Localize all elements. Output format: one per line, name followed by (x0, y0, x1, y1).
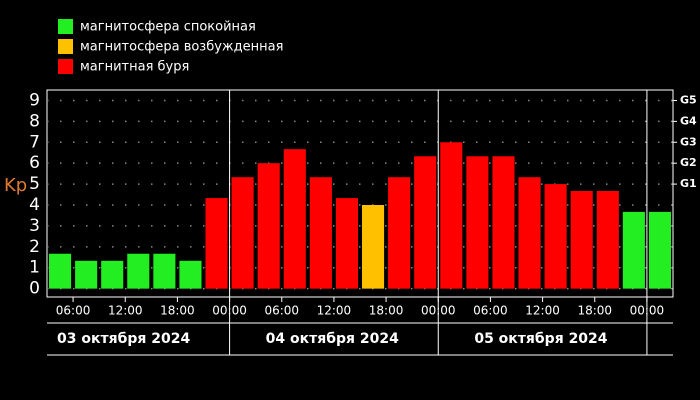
y2-tick-label: G4 (680, 114, 697, 127)
y-tick-label: 2 (29, 237, 40, 257)
y-tick-label: 8 (29, 111, 40, 131)
plot-frame (46, 89, 674, 298)
x-tick-label: 12:00 (525, 304, 560, 318)
bar (388, 177, 411, 289)
x-tick-label: 18:00 (369, 304, 404, 318)
bar (622, 211, 645, 289)
y-tick-label: 7 (29, 132, 40, 152)
y-tick-label: 0 (29, 279, 40, 299)
bar (544, 184, 567, 289)
bar (466, 156, 489, 289)
bar (101, 260, 124, 289)
bar (335, 198, 358, 289)
y-axis-label: Kp (4, 175, 27, 196)
day-label: 03 октября 2024 (57, 331, 190, 347)
bar (440, 142, 463, 289)
bar (257, 163, 280, 289)
x-tick-label: 06:00 (264, 304, 299, 318)
y-tick-label: 3 (29, 216, 40, 236)
bar (570, 190, 593, 289)
bar (283, 149, 306, 289)
bar (492, 156, 515, 289)
y-tick-label: 6 (29, 153, 40, 173)
y-tick-label: 4 (29, 195, 40, 215)
bar (362, 205, 385, 289)
legend-swatch (58, 39, 73, 54)
day-label: 05 октября 2024 (474, 331, 607, 347)
x-tick-label: 12:00 (108, 304, 143, 318)
y-tick-label: 1 (29, 258, 40, 278)
bar (127, 253, 150, 289)
legend-label: магнитная буря (80, 60, 189, 75)
legend-swatch (58, 19, 73, 34)
x-tick-label: 18:00 (160, 304, 195, 318)
bar (153, 253, 176, 289)
bar (231, 177, 254, 289)
bar (75, 260, 98, 289)
day-label: 04 октября 2024 (266, 331, 399, 347)
bar (648, 211, 671, 289)
bar (49, 253, 72, 289)
bar (414, 156, 437, 289)
legend-swatch (58, 59, 73, 74)
bar (179, 260, 202, 289)
y2-tick-label: G3 (680, 135, 697, 148)
y2-tick-label: G1 (680, 177, 697, 190)
y-tick-label: 5 (29, 174, 40, 194)
x-tick-label: 12:00 (317, 304, 352, 318)
x-tick-label: 06:00 (473, 304, 508, 318)
y-tick-label: 9 (29, 90, 40, 110)
y2-tick-label: G5 (680, 93, 697, 106)
legend-label: магнитосфера возбужденная (80, 40, 283, 55)
bar (205, 198, 228, 289)
legend-label: магнитосфера спокойная (80, 20, 256, 35)
x-tick-label: 18:00 (577, 304, 612, 318)
bar (518, 177, 541, 289)
bar (309, 177, 332, 289)
y2-tick-label: G2 (680, 156, 697, 169)
bar (596, 190, 619, 289)
x-tick-label: 06:00 (56, 304, 91, 318)
